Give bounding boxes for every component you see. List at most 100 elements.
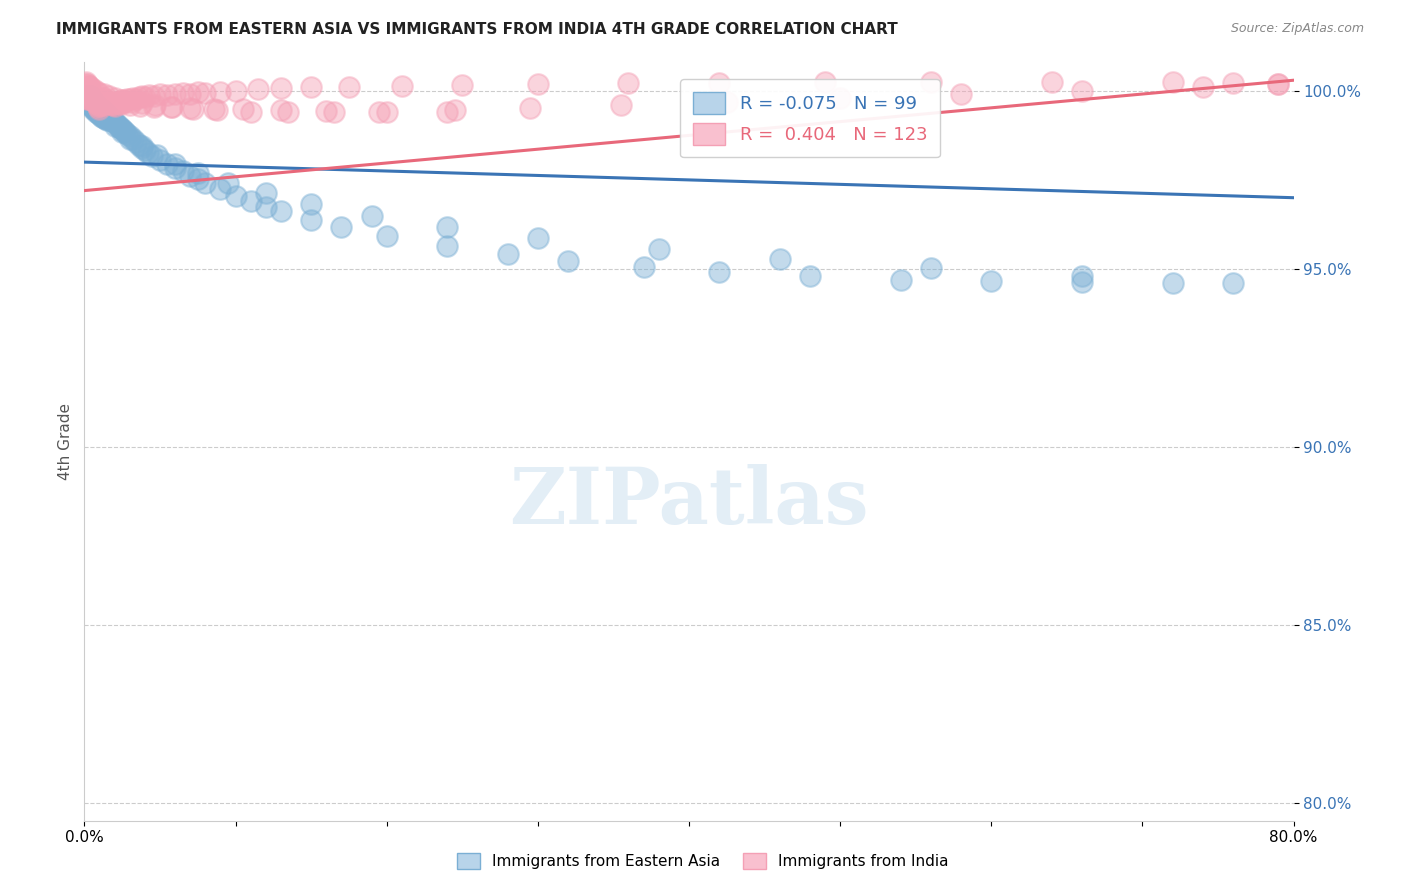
Point: [110, 120, 132, 135]
Point: [799, 268, 821, 283]
Point: [146, 148, 169, 162]
Point: [131, 96, 153, 111]
Point: [337, 79, 360, 94]
Point: [94, 106, 117, 120]
Point: [101, 96, 124, 111]
Point: [108, 120, 131, 134]
Point: [181, 102, 204, 116]
Point: [96, 95, 118, 110]
Point: [112, 124, 135, 138]
Point: [82, 94, 104, 108]
Point: [527, 230, 550, 244]
Point: [87, 106, 110, 120]
Point: [830, 91, 852, 105]
Point: [225, 188, 247, 202]
Point: [82, 82, 104, 96]
Point: [156, 157, 179, 171]
Point: [172, 164, 194, 178]
Point: [270, 204, 292, 219]
Point: [360, 209, 382, 223]
Point: [86, 104, 108, 119]
Point: [76, 78, 98, 93]
Point: [82, 87, 104, 102]
Point: [91, 95, 114, 109]
Point: [76, 93, 98, 107]
Point: [98, 95, 121, 110]
Point: [79, 80, 101, 95]
Point: [165, 87, 187, 101]
Point: [125, 135, 148, 149]
Point: [1071, 276, 1094, 290]
Point: [77, 95, 100, 109]
Point: [77, 82, 100, 96]
Point: [100, 112, 122, 127]
Point: [142, 99, 165, 113]
Point: [207, 103, 229, 118]
Point: [75, 91, 97, 105]
Point: [96, 108, 118, 122]
Point: [125, 92, 148, 106]
Point: [79, 86, 101, 100]
Point: [225, 84, 247, 98]
Point: [77, 93, 100, 107]
Point: [87, 95, 110, 109]
Point: [104, 119, 127, 133]
Point: [179, 87, 201, 101]
Point: [87, 98, 110, 112]
Point: [519, 101, 541, 115]
Point: [82, 89, 104, 103]
Point: [75, 77, 97, 91]
Point: [86, 95, 108, 109]
Point: [136, 145, 159, 160]
Point: [1192, 80, 1215, 95]
Point: [1071, 84, 1094, 98]
Point: [84, 103, 107, 118]
Point: [105, 117, 128, 131]
Point: [121, 132, 143, 146]
Point: [142, 89, 165, 103]
Point: [179, 169, 201, 183]
Point: [1222, 76, 1244, 90]
Point: [160, 100, 183, 114]
Point: [84, 94, 107, 108]
Point: [232, 103, 254, 117]
Point: [93, 105, 115, 120]
Legend: R = -0.075   N = 99, R =  0.404   N = 123: R = -0.075 N = 99, R = 0.404 N = 123: [681, 79, 939, 157]
Point: [84, 96, 107, 111]
Point: [436, 219, 458, 234]
Point: [80, 100, 103, 114]
Point: [108, 95, 131, 109]
Point: [112, 94, 135, 108]
Point: [202, 102, 225, 116]
Point: [107, 118, 129, 132]
Point: [128, 138, 150, 153]
Point: [115, 92, 138, 106]
Point: [890, 272, 912, 286]
Point: [91, 95, 114, 110]
Point: [93, 87, 115, 102]
Point: [920, 75, 942, 89]
Point: [159, 100, 181, 114]
Point: [1071, 268, 1094, 283]
Point: [79, 89, 101, 103]
Point: [920, 261, 942, 276]
Point: [194, 86, 217, 100]
Point: [156, 88, 179, 103]
Point: [84, 93, 107, 107]
Point: [80, 94, 103, 108]
Point: [97, 89, 120, 103]
Point: [299, 212, 322, 227]
Point: [104, 115, 127, 129]
Point: [97, 110, 120, 124]
Point: [134, 143, 156, 157]
Point: [91, 103, 114, 118]
Point: [93, 108, 115, 122]
Point: [76, 77, 98, 91]
Point: [247, 82, 270, 96]
Point: [110, 95, 132, 110]
Point: [375, 104, 398, 119]
Point: [89, 86, 111, 100]
Point: [138, 88, 160, 103]
Point: [98, 111, 121, 125]
Point: [129, 99, 152, 113]
